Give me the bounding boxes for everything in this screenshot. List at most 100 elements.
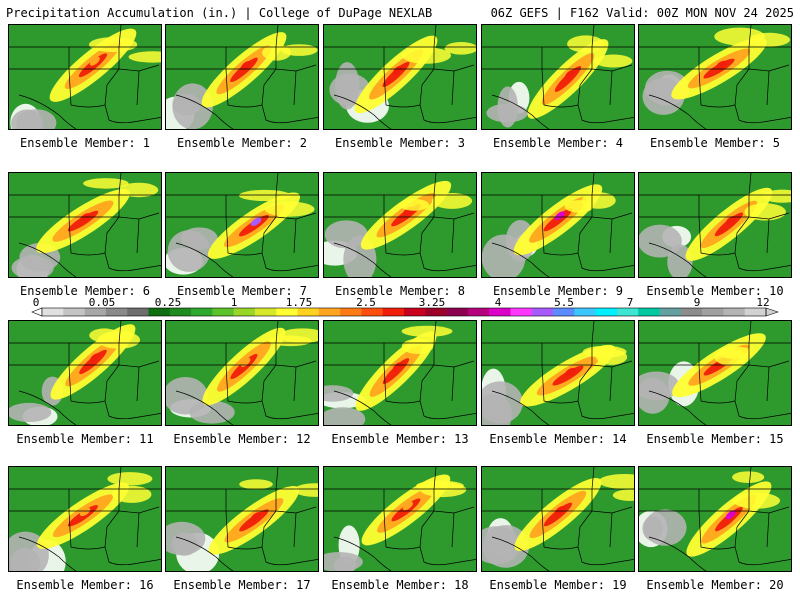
- precip-blob: [401, 325, 453, 337]
- member-map-panel: [638, 320, 792, 426]
- state-boundary: [118, 321, 122, 344]
- state-boundary: [118, 25, 122, 48]
- colorbar-swatch: [63, 308, 85, 316]
- colorbar-swatch: [276, 308, 298, 316]
- state-boundary: [609, 70, 613, 106]
- precip-peak: [564, 70, 575, 80]
- state-boundary: [748, 321, 752, 344]
- precip-map: [482, 467, 634, 571]
- colorbar-swatch: [84, 308, 107, 316]
- state-boundary: [104, 400, 161, 420]
- precip-blob: [612, 489, 634, 501]
- dry-area: [16, 109, 57, 129]
- dry-area: [324, 551, 363, 571]
- colorbar-tick-label: 1: [231, 296, 238, 309]
- member-label: Ensemble Member: 13: [331, 432, 469, 446]
- header-title: Precipitation Accumulation (in.) | Colle…: [6, 6, 433, 20]
- state-boundary: [293, 218, 297, 254]
- precip-blob: [763, 189, 791, 203]
- state-boundary: [748, 173, 752, 196]
- colorbar-arrow-low: [31, 307, 43, 317]
- precip-map: [166, 173, 318, 277]
- precip-blob: [264, 201, 315, 217]
- precip-map: [9, 173, 161, 277]
- state-boundary: [175, 536, 234, 571]
- member-label: Ensemble Member: 11: [16, 432, 154, 446]
- precip-map: [166, 321, 318, 425]
- precip-blob: [89, 37, 138, 53]
- precip-blob: [119, 182, 159, 198]
- state-boundary: [293, 70, 297, 106]
- precip-blob: [89, 328, 120, 343]
- precip-blob: [112, 485, 152, 503]
- dry-area: [11, 256, 54, 277]
- precip-peak: [554, 505, 565, 515]
- precip-blob: [431, 193, 473, 209]
- dry-area: [639, 371, 680, 401]
- precip-blob: [582, 345, 627, 358]
- colorbar-tick-label: 4: [495, 296, 502, 309]
- colorbar-swatch: [340, 308, 362, 316]
- state-boundary: [18, 390, 77, 425]
- state-boundary: [591, 173, 595, 196]
- state-boundary: [734, 104, 791, 124]
- member-label: Ensemble Member: 5: [649, 136, 781, 150]
- member-map-panel: [638, 466, 792, 572]
- precip-map: [166, 467, 318, 571]
- member-map-panel: [323, 24, 477, 130]
- member-map-panel: [8, 172, 162, 278]
- precip-map: [482, 25, 634, 129]
- state-boundary: [491, 536, 550, 571]
- member-map-panel: [638, 24, 792, 130]
- dry-area: [166, 377, 208, 415]
- state-boundary: [748, 25, 752, 48]
- precip-map: [639, 25, 791, 129]
- colorbar-swatch: [595, 308, 618, 316]
- state-boundary: [293, 366, 297, 402]
- member-map-panel: [481, 24, 635, 130]
- state-boundary: [698, 364, 750, 404]
- colorbar-swatch: [382, 308, 405, 316]
- state-boundary: [648, 94, 707, 129]
- precip-blob: [594, 54, 633, 68]
- state-boundary: [18, 242, 77, 277]
- state-boundary: [577, 252, 634, 272]
- colorbar-swatch: [574, 308, 596, 316]
- state-boundary: [175, 242, 234, 277]
- colorbar-border: [41, 307, 767, 317]
- member-label: Ensemble Member: 9: [492, 284, 624, 298]
- state-boundary: [648, 242, 707, 277]
- precip-blob: [567, 35, 605, 53]
- precip-blob: [564, 200, 594, 213]
- state-boundary: [577, 104, 634, 124]
- state-boundary: [541, 364, 593, 404]
- state-boundary: [451, 512, 455, 548]
- colorbar-swatch: [148, 308, 171, 316]
- precip-map: [639, 173, 791, 277]
- colorbar-swatch: [553, 308, 575, 316]
- colorbar-tick-label: 3.25: [419, 296, 446, 309]
- precip-map: [324, 173, 476, 277]
- precip-map: [639, 467, 791, 571]
- colorbar-swatch: [638, 308, 660, 316]
- state-boundary: [383, 68, 435, 108]
- state-boundary: [136, 218, 140, 254]
- state-boundary: [225, 216, 277, 256]
- state-boundary: [433, 467, 437, 490]
- state-boundary: [261, 252, 318, 272]
- state-boundary: [118, 173, 122, 196]
- precip-blob: [732, 471, 765, 483]
- precip-blob: [714, 348, 748, 366]
- state-boundary: [648, 390, 707, 425]
- state-boundary: [383, 510, 435, 550]
- state-boundary: [136, 512, 140, 548]
- state-boundary: [175, 94, 234, 129]
- member-map-panel: [165, 172, 319, 278]
- colorbar-swatch: [233, 308, 256, 316]
- state-boundary: [118, 467, 122, 490]
- precip-peak: [554, 211, 565, 221]
- precip-blob: [732, 492, 781, 509]
- colorbar-swatch: [404, 308, 426, 316]
- state-boundary: [419, 104, 476, 124]
- member-map-panel: [323, 320, 477, 426]
